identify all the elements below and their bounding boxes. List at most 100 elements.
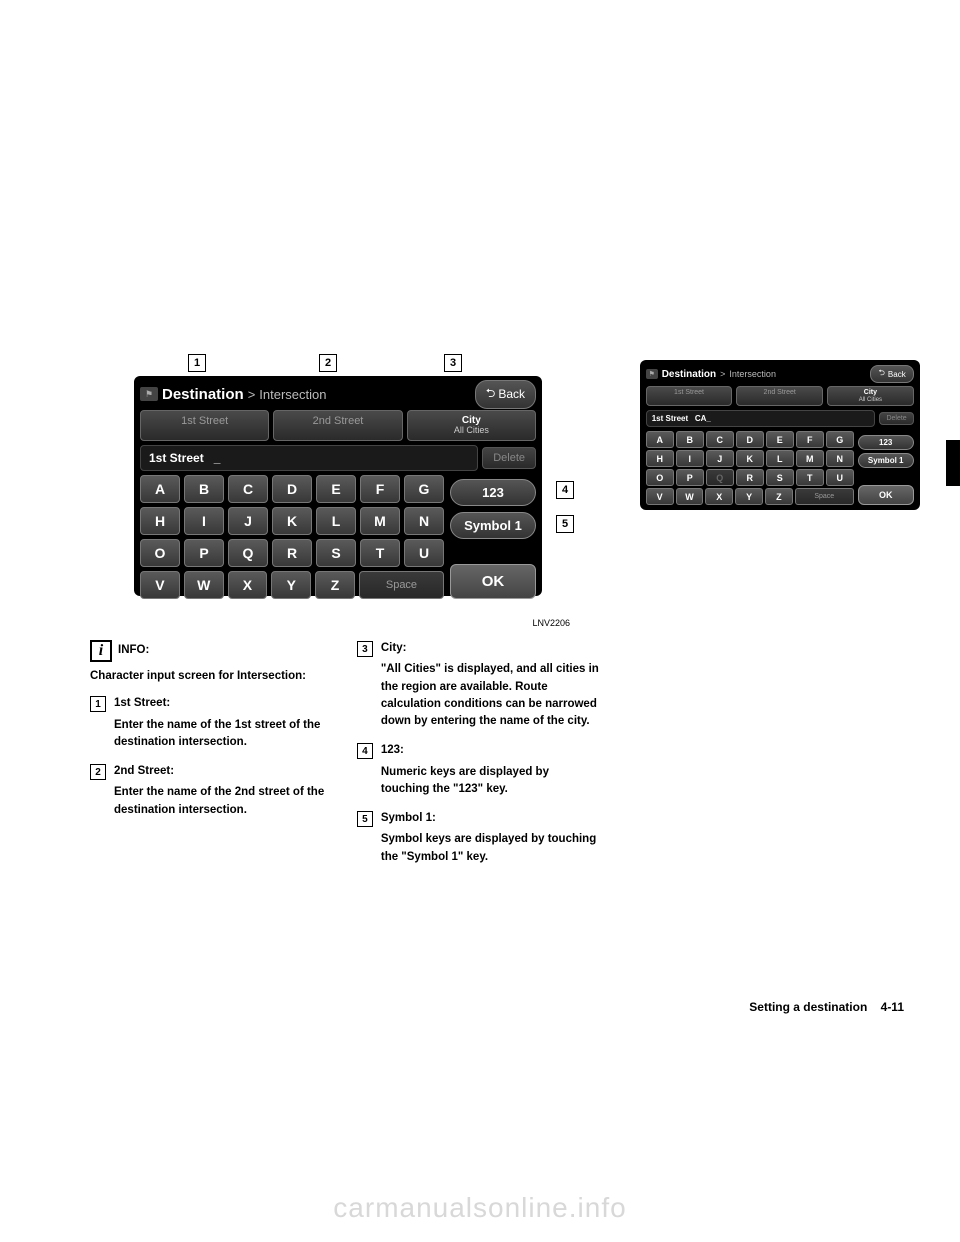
key-space[interactable]: Space bbox=[359, 571, 444, 599]
kb-row-3-sm: O P Q R S T U bbox=[646, 469, 854, 486]
item-3: 3 City: bbox=[357, 640, 600, 657]
btn-symbol1-sm[interactable]: Symbol 1 bbox=[858, 453, 914, 468]
key-e[interactable]: E bbox=[316, 475, 356, 503]
key-z[interactable]: Z bbox=[315, 571, 355, 599]
key-d-sm[interactable]: D bbox=[736, 431, 764, 448]
key-h-sm[interactable]: H bbox=[646, 450, 674, 467]
key-l[interactable]: L bbox=[316, 507, 356, 535]
key-w[interactable]: W bbox=[184, 571, 224, 599]
key-n-sm[interactable]: N bbox=[826, 450, 854, 467]
key-h[interactable]: H bbox=[140, 507, 180, 535]
page-footer: Setting a destination 4-11 bbox=[749, 1000, 904, 1014]
item-2-num: 2 bbox=[90, 764, 106, 780]
key-t-sm[interactable]: T bbox=[796, 469, 824, 486]
btn-123-sm[interactable]: 123 bbox=[858, 435, 914, 450]
info-icon: i bbox=[90, 640, 112, 662]
nav-screen-main: ⚑ Destination > Intersection ⮌ Back 1st … bbox=[134, 376, 542, 596]
delete-button[interactable]: Delete bbox=[482, 447, 536, 469]
key-q-sm[interactable]: Q bbox=[706, 469, 734, 486]
back-button-sm[interactable]: ⮌ Back bbox=[870, 365, 913, 383]
page-thumb-tab bbox=[946, 440, 960, 486]
key-c[interactable]: C bbox=[228, 475, 268, 503]
key-z-sm[interactable]: Z bbox=[765, 488, 793, 505]
titlebar-sm: ⚑ Destination > Intersection ⮌ Back bbox=[646, 366, 914, 382]
tab-2nd-street-sm[interactable]: 2nd Street bbox=[736, 386, 823, 406]
keyboard-area-sm: A B C D E F G H I J K L M bbox=[646, 431, 914, 505]
key-o[interactable]: O bbox=[140, 539, 180, 567]
btn-ok-sm[interactable]: OK bbox=[858, 485, 914, 505]
tab-city-sm[interactable]: City All Cities bbox=[827, 386, 914, 406]
key-b[interactable]: B bbox=[184, 475, 224, 503]
key-x[interactable]: X bbox=[228, 571, 268, 599]
input-row-sm: 1st Street CA_ Delete bbox=[646, 410, 914, 427]
key-v[interactable]: V bbox=[140, 571, 180, 599]
key-m-sm[interactable]: M bbox=[796, 450, 824, 467]
key-i-sm[interactable]: I bbox=[676, 450, 704, 467]
figure-code-main: LNV2206 bbox=[90, 618, 570, 628]
back-label: Back bbox=[498, 387, 525, 401]
key-j[interactable]: J bbox=[228, 507, 268, 535]
key-u[interactable]: U bbox=[404, 539, 444, 567]
tab-1st-street[interactable]: 1st Street bbox=[140, 410, 269, 441]
item-1-label: 1st Street: bbox=[114, 695, 170, 712]
key-y[interactable]: Y bbox=[271, 571, 311, 599]
key-m[interactable]: M bbox=[360, 507, 400, 535]
key-p-sm[interactable]: P bbox=[676, 469, 704, 486]
watermark: carmanualsonline.info bbox=[0, 1192, 960, 1224]
key-k-sm[interactable]: K bbox=[736, 450, 764, 467]
street-input[interactable]: 1st Street _ bbox=[140, 445, 478, 471]
key-v-sm[interactable]: V bbox=[646, 488, 674, 505]
btn-ok[interactable]: OK bbox=[450, 564, 536, 599]
title-subtitle-sm: Intersection bbox=[729, 369, 776, 379]
key-j-sm[interactable]: J bbox=[706, 450, 734, 467]
key-space-sm[interactable]: Space bbox=[795, 488, 854, 505]
key-o-sm[interactable]: O bbox=[646, 469, 674, 486]
key-x-sm[interactable]: X bbox=[705, 488, 733, 505]
input-row: 1st Street _ Delete bbox=[140, 445, 536, 471]
key-f[interactable]: F bbox=[360, 475, 400, 503]
btn-symbol1[interactable]: Symbol 1 bbox=[450, 512, 536, 539]
key-b-sm[interactable]: B bbox=[676, 431, 704, 448]
right-column: ⚑ Destination > Intersection ⮌ Back 1st … bbox=[640, 360, 904, 878]
back-label-sm: Back bbox=[888, 370, 906, 379]
key-g-sm[interactable]: G bbox=[826, 431, 854, 448]
delete-button-sm[interactable]: Delete bbox=[879, 412, 913, 425]
tab-1st-street-sm[interactable]: 1st Street bbox=[646, 386, 733, 406]
callout-1: 1 bbox=[188, 354, 206, 372]
key-a[interactable]: A bbox=[140, 475, 180, 503]
footer-section: Setting a destination bbox=[749, 1000, 867, 1014]
key-d[interactable]: D bbox=[272, 475, 312, 503]
side-buttons: 123 Symbol 1 OK bbox=[450, 475, 536, 599]
title-destination: Destination bbox=[162, 386, 244, 403]
key-n[interactable]: N bbox=[404, 507, 444, 535]
text-col-1: i INFO: Character input screen for Inter… bbox=[90, 640, 333, 878]
key-s-sm[interactable]: S bbox=[766, 469, 794, 486]
item-5-body: Symbol keys are displayed by touching th… bbox=[381, 831, 600, 866]
key-k[interactable]: K bbox=[272, 507, 312, 535]
key-i[interactable]: I bbox=[184, 507, 224, 535]
key-s[interactable]: S bbox=[316, 539, 356, 567]
key-l-sm[interactable]: L bbox=[766, 450, 794, 467]
key-r-sm[interactable]: R bbox=[736, 469, 764, 486]
key-u-sm[interactable]: U bbox=[826, 469, 854, 486]
left-column: 1 2 3 4 5 ⚑ Destination > Intersection ⮌… bbox=[90, 360, 600, 878]
key-q[interactable]: Q bbox=[228, 539, 268, 567]
tab-2nd-street[interactable]: 2nd Street bbox=[273, 410, 402, 441]
key-y-sm[interactable]: Y bbox=[735, 488, 763, 505]
key-f-sm[interactable]: F bbox=[796, 431, 824, 448]
key-p[interactable]: P bbox=[184, 539, 224, 567]
key-r[interactable]: R bbox=[272, 539, 312, 567]
key-a-sm[interactable]: A bbox=[646, 431, 674, 448]
back-arrow-icon-sm: ⮌ bbox=[878, 367, 884, 381]
back-button[interactable]: ⮌ Back bbox=[475, 380, 536, 409]
key-w-sm[interactable]: W bbox=[676, 488, 704, 505]
tab-city[interactable]: City All Cities bbox=[407, 410, 536, 441]
key-e-sm[interactable]: E bbox=[766, 431, 794, 448]
item-2: 2 2nd Street: bbox=[90, 763, 333, 780]
intro-text: Character input screen for Intersection: bbox=[90, 668, 333, 685]
key-g[interactable]: G bbox=[404, 475, 444, 503]
btn-123[interactable]: 123 bbox=[450, 479, 536, 506]
street-input-sm[interactable]: 1st Street CA_ bbox=[646, 410, 876, 427]
key-t[interactable]: T bbox=[360, 539, 400, 567]
key-c-sm[interactable]: C bbox=[706, 431, 734, 448]
